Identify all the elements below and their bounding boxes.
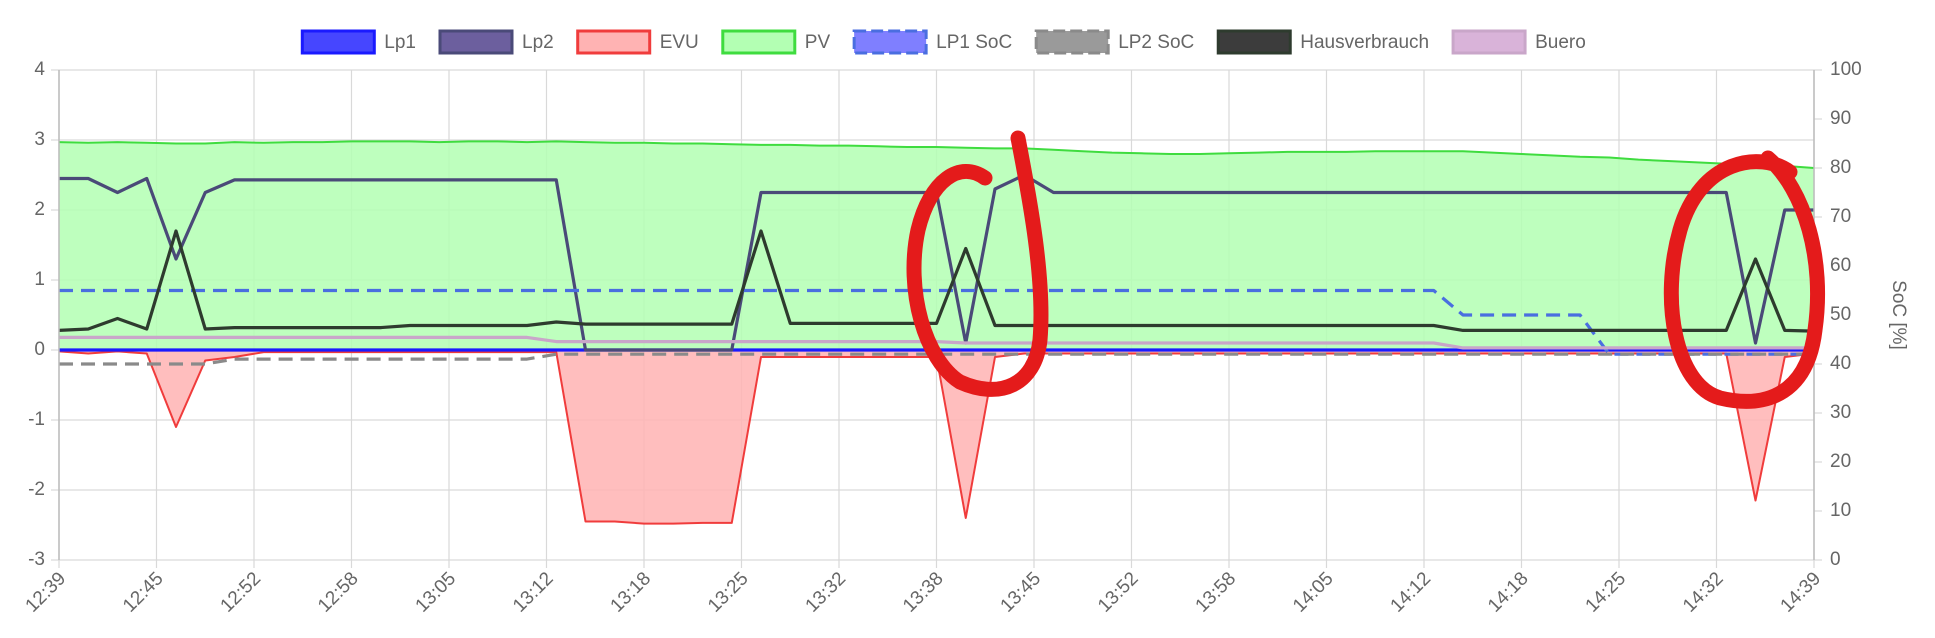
legend-item: Lp2: [438, 29, 554, 55]
legend-swatch: [576, 29, 652, 55]
legend-item: Lp1: [300, 29, 416, 55]
x-tick-label: 13:32: [802, 568, 850, 616]
area: [59, 141, 1814, 350]
legend-label: LP2 SoC: [1118, 32, 1194, 53]
legend-label: Hausverbrauch: [1300, 32, 1429, 53]
y2-axis-label: SoC [%]: [1888, 280, 1909, 350]
y2-tick-label: 30: [1830, 402, 1851, 423]
y-tick-label: 0: [34, 339, 45, 360]
legend-swatch: [300, 29, 376, 55]
legend-swatch: [1034, 29, 1110, 55]
y-tick-label: -2: [28, 479, 45, 500]
legend-item: LP2 SoC: [1034, 29, 1194, 55]
y2-tick-label: 20: [1830, 451, 1851, 472]
legend-item: Hausverbrauch: [1216, 29, 1429, 55]
annotation-circle: [906, 130, 1049, 397]
legend: Lp1 Lp2 EVU PV LP1 SoC LP2 SoC Hausverbrauch Bu…: [300, 29, 1586, 55]
x-tick-label: 14:05: [1289, 568, 1337, 616]
y2-tick-label: 90: [1830, 108, 1851, 129]
legend-swatch: [721, 29, 797, 55]
y-tick-label: 4: [34, 59, 45, 80]
annotation-circle: [1663, 150, 1825, 409]
x-tick-label: 13:18: [607, 568, 655, 616]
series-line: [58, 229, 1815, 333]
y2-tick-label: 50: [1830, 304, 1851, 325]
x-tick-label: 13:25: [704, 568, 752, 616]
legend-swatch: [1216, 29, 1292, 55]
y-tick-label: 3: [34, 129, 45, 150]
legend-item: EVU: [576, 29, 699, 55]
x-tick-label: 12:52: [217, 568, 265, 616]
y2-tick-label: 10: [1830, 500, 1851, 521]
x-tick-label: 14:12: [1387, 568, 1435, 616]
x-tick-label: 13:52: [1094, 568, 1142, 616]
legend-label: EVU: [660, 32, 699, 53]
y-tick-label: 2: [34, 199, 45, 220]
x-tick-label: 12:39: [22, 568, 70, 616]
y-tick-label: -3: [28, 549, 45, 570]
x-tick-label: 14:18: [1484, 568, 1532, 616]
x-tick-label: 13:38: [899, 568, 947, 616]
x-tick-label: 13:05: [412, 568, 460, 616]
legend-label: Buero: [1535, 32, 1586, 53]
y2-tick-label: 80: [1830, 157, 1851, 178]
x-tick-label: 13:45: [997, 568, 1045, 616]
y-tick-label: -1: [28, 409, 45, 430]
series-line: [58, 140, 1815, 169]
x-tick-label: 13:58: [1192, 568, 1240, 616]
legend-label: PV: [805, 32, 831, 53]
legend-item: Buero: [1451, 29, 1586, 55]
y2-tick-label: 60: [1830, 255, 1851, 276]
annotation: [906, 130, 1825, 409]
x-tick-label: 12:45: [119, 568, 167, 616]
y2-tick-label: 100: [1830, 59, 1862, 80]
legend-swatch: [1451, 29, 1527, 55]
legend-swatch: [438, 29, 514, 55]
x-tick-label: 14:25: [1582, 568, 1630, 616]
y2-tick-label: 70: [1830, 206, 1851, 227]
x-tick-label: 14:32: [1679, 568, 1727, 616]
legend-label: Lp1: [384, 32, 416, 53]
y-tick-label: 1: [34, 269, 45, 290]
x-tick-label: 14:39: [1777, 568, 1825, 616]
x-tick-label: 13:12: [509, 568, 557, 616]
legend-item: LP1 SoC: [852, 29, 1012, 55]
y2-tick-label: 40: [1830, 353, 1851, 374]
legend-swatch: [852, 29, 928, 55]
series-line: [59, 352, 1814, 366]
x-tick-label: 12:58: [314, 568, 362, 616]
legend-item: PV: [721, 29, 831, 55]
legend-label: Lp2: [522, 32, 554, 53]
series-line: [59, 288, 1814, 356]
y2-tick-label: 0: [1830, 549, 1841, 570]
legend-label: LP1 SoC: [936, 32, 1012, 53]
